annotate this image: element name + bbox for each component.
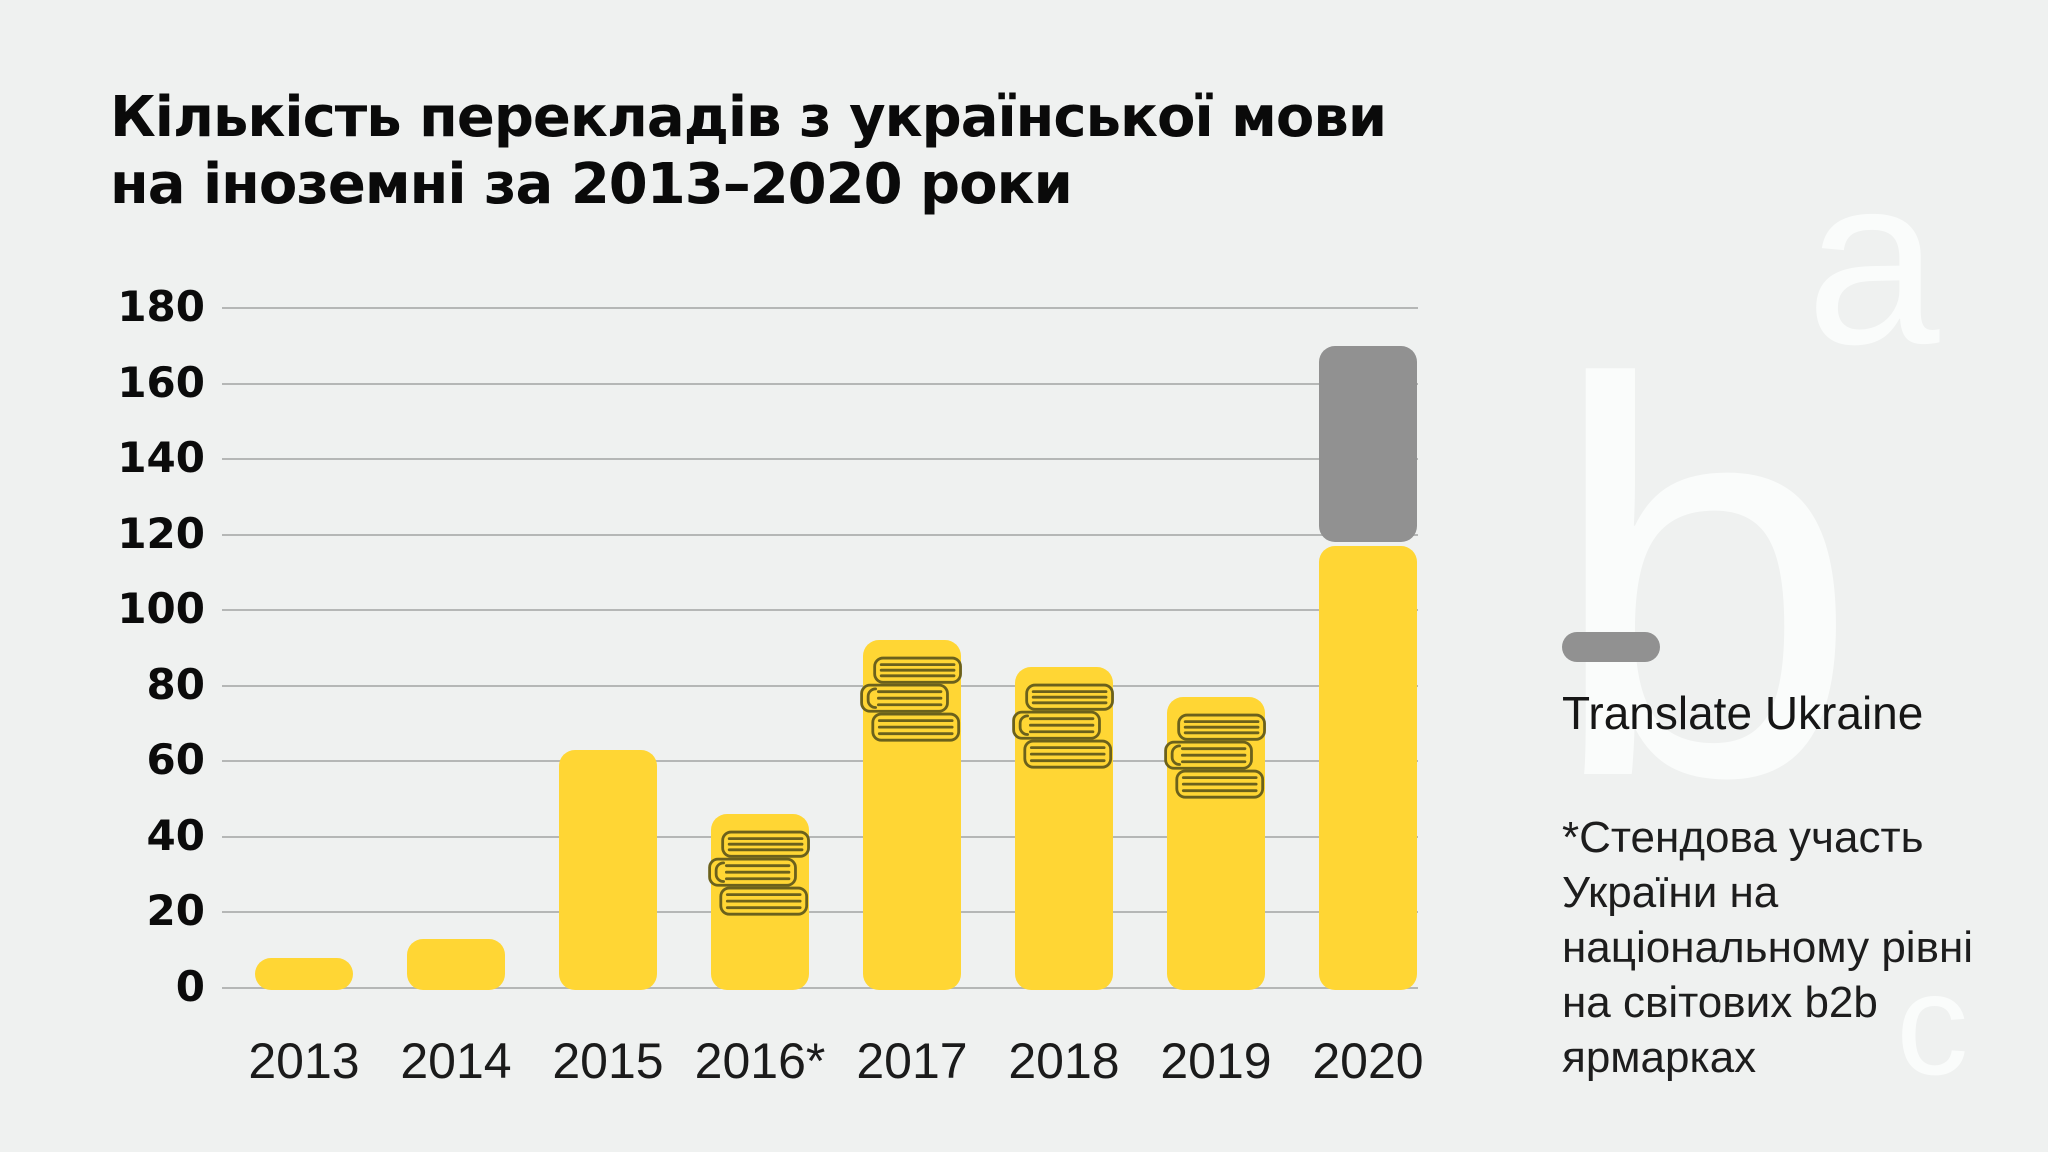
gridline-60: [222, 760, 1418, 763]
x-axis-label-2016*: 2016*: [694, 1033, 826, 1089]
bar-2018-base: [1012, 666, 1114, 990]
bar-2014-base: [407, 938, 505, 990]
y-axis-label-60: 60: [146, 735, 205, 785]
y-axis-label-0: 0: [175, 962, 205, 1011]
x-axis-label-2014: 2014: [400, 1033, 512, 1089]
footnote-line-5: ярмарках: [1562, 1033, 1757, 1082]
footnote-line-3: національному рівні: [1562, 923, 1974, 972]
chart-title: Кількість перекладів з української мови …: [110, 84, 1387, 218]
legend-label: Translate Ukraine: [1562, 687, 1924, 739]
chart-title-line2: на іноземні за 2013–2020 роки: [110, 152, 1073, 217]
books-icon: [1008, 681, 1120, 780]
gridline-120: [222, 533, 1418, 536]
y-axis-label-40: 40: [146, 810, 205, 860]
gridline-100: [222, 609, 1418, 612]
books-icon: [704, 828, 816, 927]
y-axis-label-100: 100: [117, 584, 205, 634]
chart-title-line1: Кількість перекладів з української мови: [110, 85, 1387, 150]
background-letter-c: c: [1896, 943, 1969, 1105]
gridline-40: [222, 835, 1418, 838]
legend-swatch: [1562, 632, 1660, 662]
footnote-line-1: *Стендова участь: [1562, 813, 1924, 862]
background-letter-a: a: [1806, 126, 1940, 394]
bar-2019-base: [1164, 697, 1266, 990]
footnote-line-2: України на: [1562, 868, 1779, 917]
y-axis-label-120: 120: [117, 508, 205, 558]
gridline-180: [222, 307, 1418, 309]
footnote: *Стендова участь України на національному …: [1562, 810, 1973, 1085]
bar-chart: 0 20 40 60 80 100 120 140 160 180 2013 2014 2015 2016…: [117, 282, 1424, 1090]
x-axis-label-2018: 2018: [1008, 1033, 1120, 1089]
gridline-140: [222, 458, 1418, 461]
footnote-line-4: на світових b2b: [1562, 978, 1878, 1027]
y-axis-label-180: 180: [117, 282, 205, 331]
bar-2015-base: [559, 750, 657, 990]
bar-2016*-base: [708, 814, 810, 990]
bar-2017-base: [860, 640, 962, 990]
x-axis-label-2019: 2019: [1160, 1033, 1272, 1089]
books-icon: [856, 654, 968, 753]
bar-2020-base: [1319, 546, 1417, 990]
bar-2020-translate-ukraine: [1319, 345, 1417, 542]
y-axis-label-160: 160: [117, 357, 205, 407]
gridline-20: [222, 911, 1418, 914]
x-axis-label-2013: 2013: [248, 1033, 360, 1089]
gridline-80: [222, 684, 1418, 687]
y-axis-label-140: 140: [117, 433, 205, 483]
books-icon: [1160, 711, 1272, 810]
gridline-160: [222, 382, 1418, 385]
background-letter-b: b: [1548, 267, 1860, 893]
bar-2013-base: [255, 957, 353, 990]
y-axis-label-80: 80: [146, 659, 205, 709]
y-axis-label-20: 20: [146, 886, 205, 936]
x-axis-label-2020: 2020: [1312, 1033, 1424, 1089]
x-axis-label-2017: 2017: [856, 1033, 968, 1089]
gridline-0: [222, 987, 1418, 989]
x-axis-label-2015: 2015: [552, 1033, 664, 1089]
